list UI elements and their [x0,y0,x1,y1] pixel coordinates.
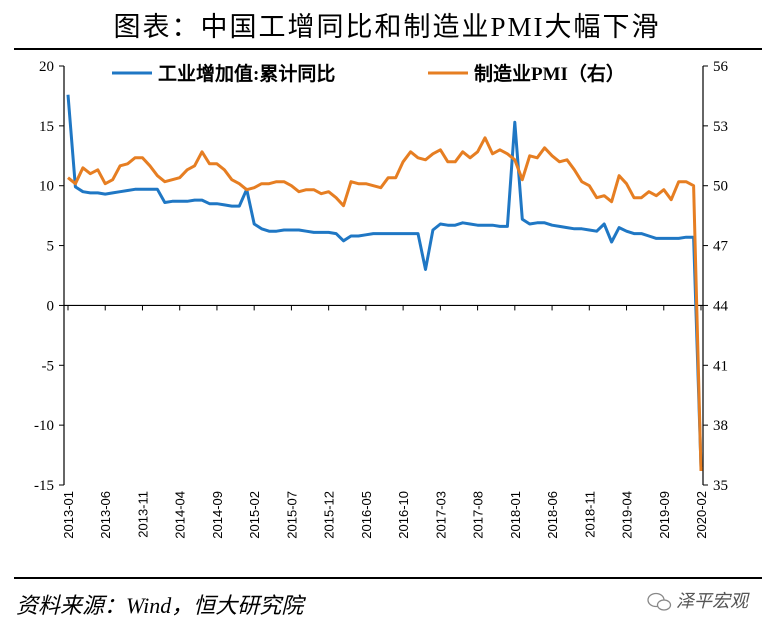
x-tick-label: 2020-02 [694,491,709,539]
wechat-icon [647,592,672,611]
series-line-pmi [67,136,703,472]
series-line-iva [66,94,703,468]
x-tick-label: 2013-01 [61,491,76,539]
x-tick-label: 2017-08 [471,491,486,539]
left-tick-label: 5 [47,239,55,255]
right-tick-label: 44 [713,298,729,314]
x-tick-label: 2013-06 [98,491,113,539]
right-tick-label: 47 [713,239,729,255]
x-tick-label: 2015-12 [322,491,337,539]
watermark: 泽平宏观 [647,591,750,611]
left-tick-label: 15 [39,119,54,135]
source-note: 资料来源：Wind，恒大研究院 [16,593,306,618]
x-tick-label: 2014-04 [173,491,188,539]
left-tick-label: 0 [47,298,55,314]
x-tick-label: 2019-04 [620,491,635,539]
x-tick-label: 2015-07 [284,491,299,539]
x-tick-label: 2018-01 [508,491,523,539]
legend-label-iva: 工业增加值:累计同比 [158,62,335,85]
right-tick-label: 56 [713,59,729,75]
x-tick-label: 2015-02 [247,491,262,539]
watermark-text: 泽平宏观 [676,591,750,611]
x-tick-label: 2017-03 [433,491,448,539]
x-tick-label: 2014-09 [210,491,225,539]
x-tick-label: 2016-05 [359,491,374,539]
x-tick-label: 2018-11 [582,491,597,538]
left-tick-label: 10 [39,179,54,195]
x-tick-label: 2016-10 [396,491,411,539]
x-tick-label: 2018-06 [545,491,560,539]
right-tick-label: 41 [713,358,728,374]
right-tick-label: 35 [713,478,728,494]
left-tick-label: -15 [34,478,54,494]
right-tick-label: 50 [713,179,728,195]
left-tick-label: -10 [34,418,54,434]
legend: 工业增加值:累计同比 制造业PMI（右） [112,62,625,85]
legend-label-pmi: 制造业PMI（右） [474,62,625,85]
right-tick-label: 53 [713,119,728,135]
left-tick-label: -5 [42,358,55,374]
left-tick-label: 20 [39,59,54,75]
right-tick-label: 38 [713,418,728,434]
x-tick-label: 2013-11 [135,491,150,538]
x-tick-label: 2019-09 [657,491,672,539]
chart-title: 图表：中国工增同比和制造业PMI大幅下滑 [113,12,660,42]
